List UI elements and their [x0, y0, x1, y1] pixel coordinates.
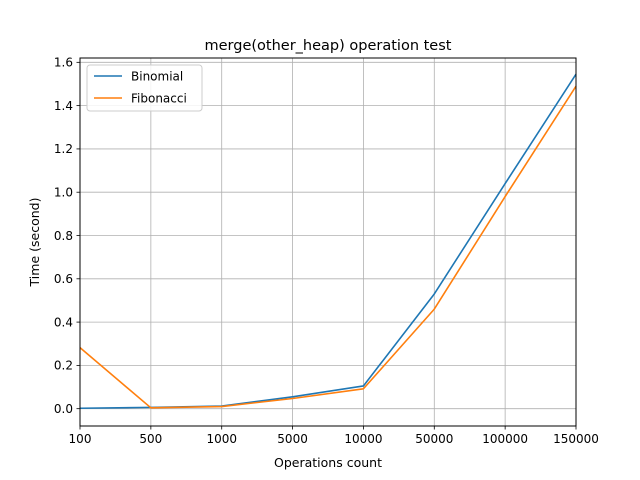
x-tick-label: 10000 — [344, 432, 382, 446]
y-axis: 0.0 0.2 0.4 0.6 0.8 1.0 1.2 1.4 1.6 — [54, 56, 80, 416]
chart-title: merge(other_heap) operation test — [205, 38, 452, 54]
legend-label: Binomial — [131, 70, 183, 84]
y-tick-label: 1.2 — [54, 142, 73, 156]
y-tick-label: 1.0 — [54, 186, 73, 200]
y-tick-label: 0.8 — [54, 229, 73, 243]
y-tick-label: 0.2 — [54, 359, 73, 373]
y-tick-label: 0.6 — [54, 272, 73, 286]
y-tick-label: 0.0 — [54, 402, 73, 416]
x-tick-label: 150000 — [553, 432, 599, 446]
x-axis: 100 500 1000 5000 10000 50000 100000 150000 — [69, 426, 599, 446]
y-tick-label: 1.6 — [54, 56, 73, 70]
legend-label: Fibonacci — [131, 92, 187, 106]
x-tick-label: 100 — [69, 432, 92, 446]
y-tick-label: 1.4 — [54, 99, 73, 113]
x-tick-label: 1000 — [206, 432, 237, 446]
x-tick-label: 5000 — [277, 432, 308, 446]
y-tick-label: 0.4 — [54, 315, 73, 329]
y-axis-label: Time (second) — [27, 198, 42, 288]
x-tick-label: 50000 — [415, 432, 453, 446]
plot-frame — [79, 57, 577, 427]
legend: Binomial Fibonacci — [86, 64, 203, 112]
x-axis-label: Operations count — [274, 455, 382, 470]
series-line-fibonacci — [79, 85, 577, 409]
x-tick-label: 100000 — [482, 432, 528, 446]
series-lines — [79, 73, 577, 410]
x-tick-label: 500 — [139, 432, 162, 446]
